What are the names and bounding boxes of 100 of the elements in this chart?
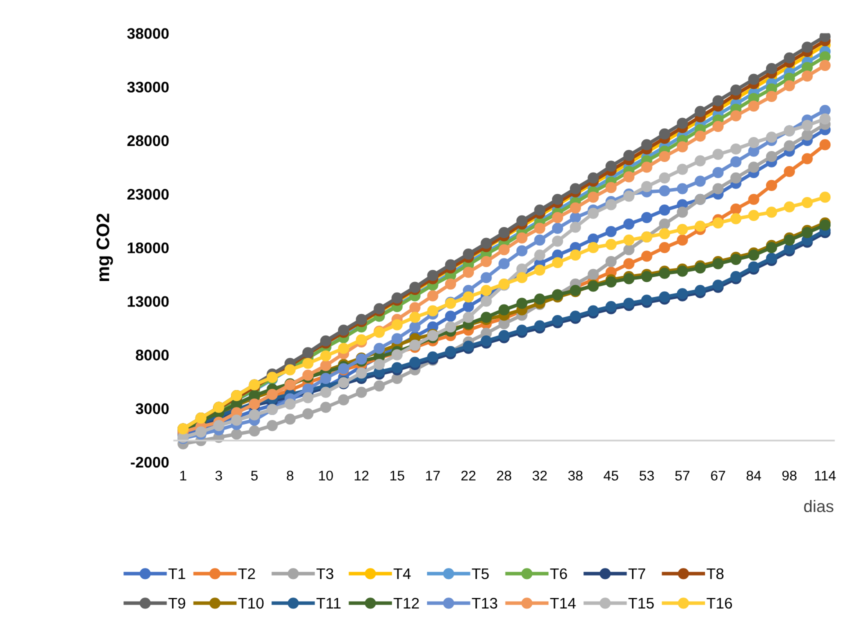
point	[730, 213, 742, 224]
point	[231, 414, 242, 426]
point	[659, 242, 670, 254]
point	[320, 402, 332, 413]
point	[694, 176, 706, 187]
point	[641, 162, 652, 173]
point	[302, 408, 314, 420]
point	[730, 172, 742, 184]
y-tick-label: 38000	[127, 28, 169, 39]
x-tick-label: 67	[711, 470, 726, 481]
point	[552, 257, 564, 268]
point	[284, 398, 296, 410]
point	[427, 290, 438, 302]
legend-label: T7	[628, 568, 646, 579]
point	[552, 212, 564, 224]
legend-label: T8	[706, 568, 724, 580]
point	[516, 215, 528, 226]
point	[588, 172, 599, 184]
point	[802, 227, 813, 238]
x-tick-label: 38	[568, 470, 583, 481]
point	[570, 183, 581, 194]
point	[820, 33, 831, 42]
point	[338, 342, 350, 354]
x-tick-label: 15	[390, 470, 404, 481]
point	[606, 226, 617, 238]
x-tick-label: 98	[782, 470, 797, 481]
point	[570, 212, 581, 224]
legend-label: T9	[168, 598, 186, 609]
point	[659, 291, 670, 302]
x-tick-label: 1	[180, 470, 186, 480]
point	[712, 167, 724, 178]
point	[606, 199, 617, 210]
point	[606, 256, 617, 268]
x-tick-label: 57	[675, 470, 690, 481]
point	[445, 259, 456, 270]
point	[676, 164, 688, 175]
point	[802, 130, 813, 141]
point	[623, 298, 634, 309]
point	[694, 220, 706, 232]
point	[820, 139, 831, 150]
y-tick-label: 23000	[127, 188, 169, 200]
legend-label: T4	[394, 568, 411, 579]
y-tick-label: 13000	[128, 296, 169, 307]
point	[374, 342, 385, 354]
point	[320, 386, 332, 398]
point	[480, 335, 492, 346]
point	[766, 90, 778, 102]
x-tick-label: 3	[215, 470, 222, 481]
point	[409, 312, 420, 323]
point	[516, 245, 528, 256]
point	[623, 150, 634, 161]
point	[248, 425, 260, 436]
point	[266, 388, 278, 400]
point	[784, 234, 795, 246]
point	[427, 351, 438, 363]
point	[641, 180, 652, 192]
point	[498, 244, 510, 256]
point	[498, 330, 510, 342]
point	[659, 172, 670, 184]
point	[802, 70, 813, 82]
legend-label: T13	[472, 598, 498, 609]
point	[820, 220, 831, 231]
point	[748, 250, 760, 261]
point	[462, 291, 474, 302]
point	[588, 242, 599, 254]
point	[712, 120, 724, 132]
point	[766, 206, 778, 218]
point	[766, 180, 778, 191]
point	[623, 258, 634, 270]
point	[320, 335, 332, 346]
point	[623, 244, 634, 256]
x-tick-label: 10	[319, 470, 333, 481]
point	[480, 272, 492, 284]
x-tick-label: 32	[532, 470, 547, 481]
y-tick-label: 33000	[127, 82, 169, 93]
point	[748, 162, 760, 173]
point	[694, 284, 706, 296]
point	[480, 296, 492, 307]
point	[462, 312, 474, 323]
point	[213, 420, 224, 432]
point	[356, 314, 367, 325]
point	[712, 148, 724, 160]
point	[570, 222, 581, 233]
point	[623, 171, 634, 182]
point	[694, 262, 706, 274]
point	[730, 143, 742, 155]
x-tick-label: 84	[746, 470, 762, 481]
legend-label: T14	[550, 598, 576, 609]
point	[623, 190, 634, 202]
point	[748, 74, 760, 85]
point	[534, 204, 546, 216]
point	[588, 268, 599, 280]
point	[302, 392, 314, 404]
point	[570, 250, 581, 261]
x-tick-label: 12	[354, 470, 368, 480]
point	[480, 238, 492, 249]
point	[730, 203, 742, 215]
point	[480, 256, 492, 268]
x-tick-label: 53	[640, 470, 654, 481]
point	[195, 426, 206, 438]
